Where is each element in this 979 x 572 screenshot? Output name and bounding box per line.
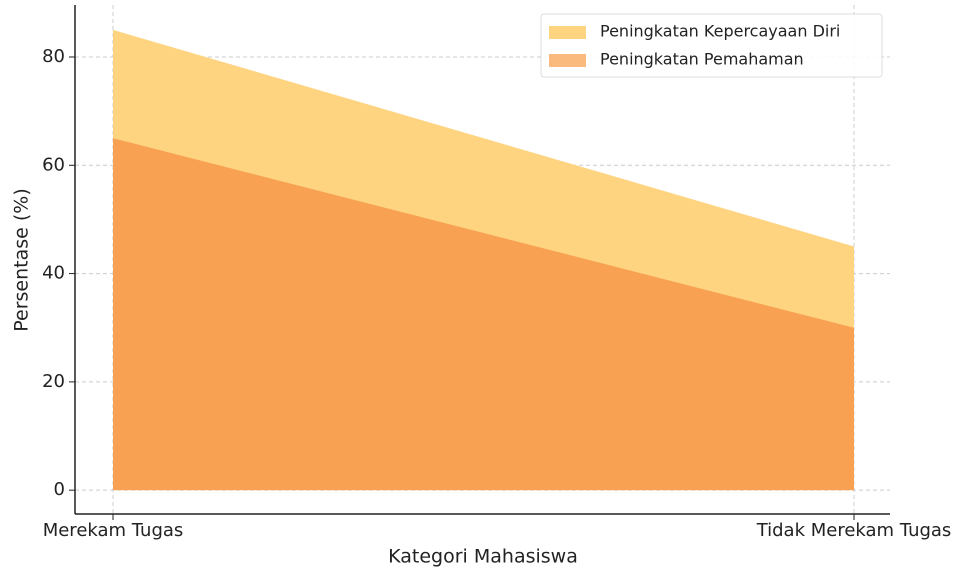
legend: Peningkatan Kepercayaan Diri Peningkatan … bbox=[540, 13, 883, 78]
x-tick-label: Tidak Merekam Tugas bbox=[756, 520, 952, 541]
y-tick-label: 80 bbox=[42, 46, 65, 67]
legend-swatch bbox=[549, 54, 586, 67]
legend-box bbox=[540, 13, 883, 78]
legend-label: Peningkatan Kepercayaan Diri bbox=[600, 22, 840, 41]
x-axis-label: Kategori Mahasiswa bbox=[388, 546, 578, 568]
legend-label: Peningkatan Pemahaman bbox=[600, 50, 804, 69]
y-axis-label: Persentase (%) bbox=[11, 188, 33, 332]
y-tick-label: 40 bbox=[42, 263, 65, 284]
y-tick-label: 20 bbox=[42, 371, 65, 392]
y-tick-label: 0 bbox=[54, 479, 65, 500]
legend-swatch bbox=[549, 26, 586, 39]
x-tick-label: Merekam Tugas bbox=[43, 520, 184, 541]
y-tick-label: 60 bbox=[42, 154, 65, 175]
area bbox=[113, 138, 854, 491]
